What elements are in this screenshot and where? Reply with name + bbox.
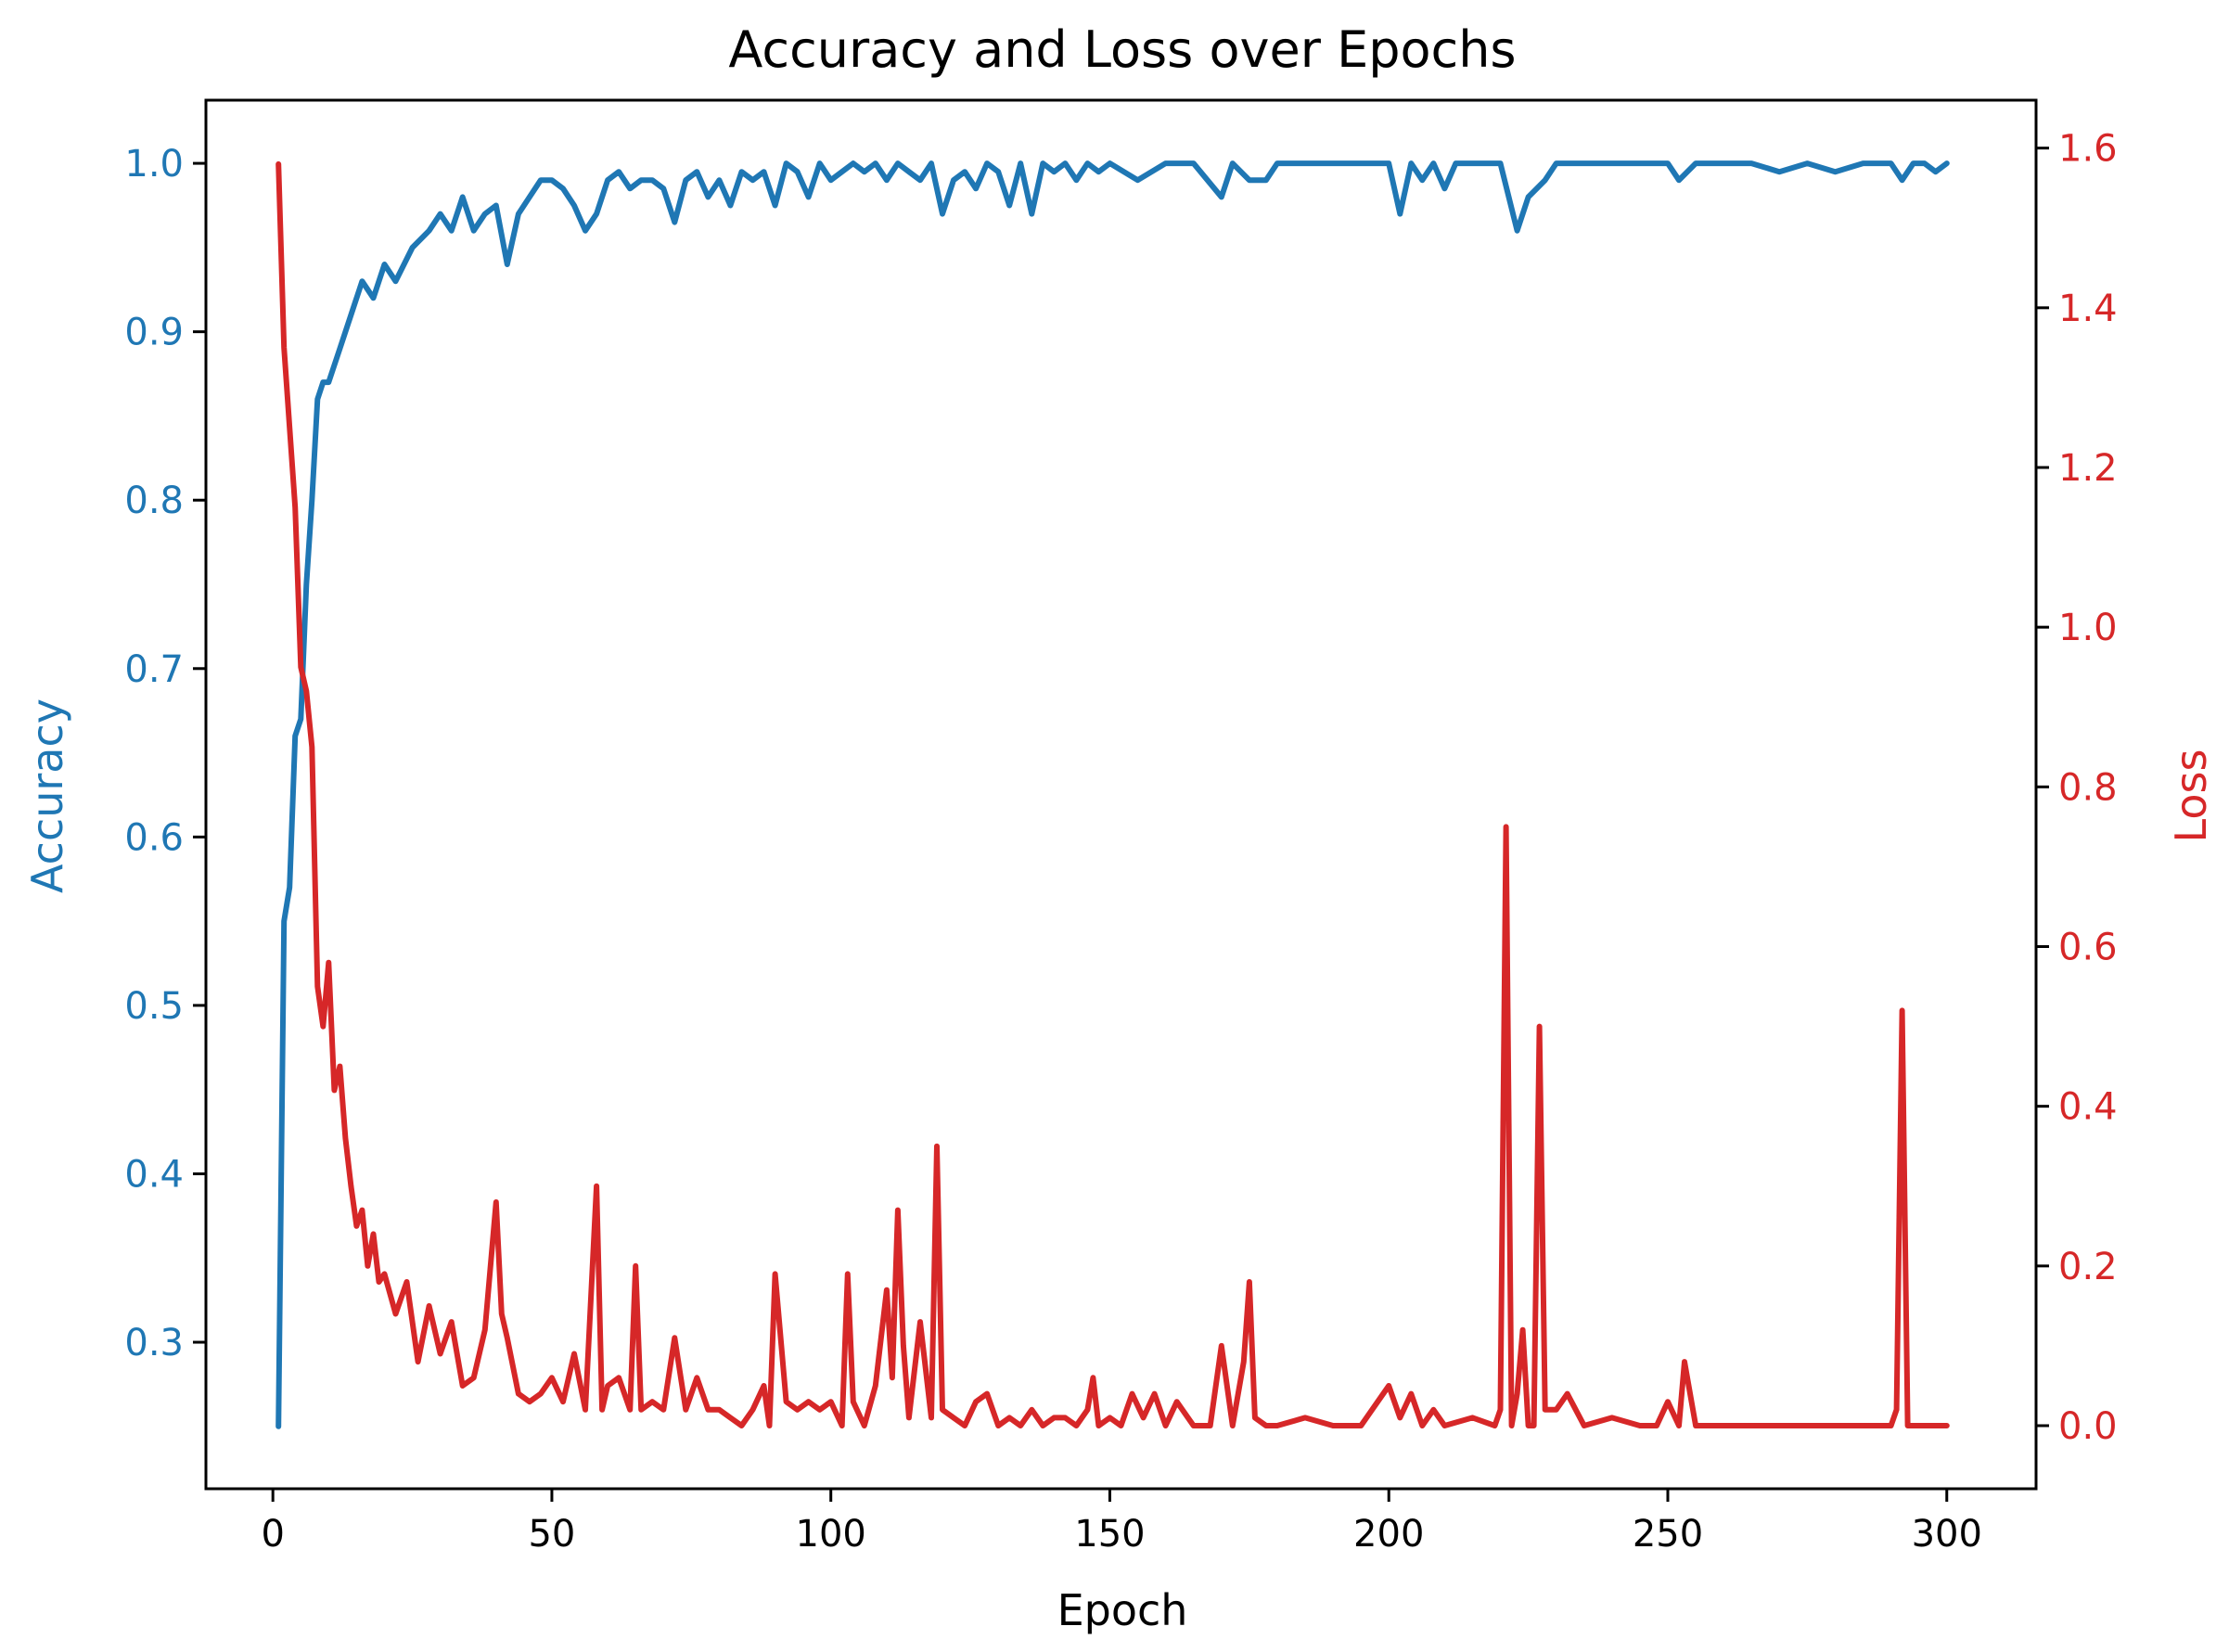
plot-frame [204, 98, 2038, 1491]
series-line-accuracy [275, 160, 1950, 1429]
y-left-axis-label: Accuracy [22, 698, 72, 893]
plot-area: 0 50 100 150 200 250 300 0.3 0.4 0.5 0.6 0.7 0.8 0.9 1… [124, 98, 2118, 1556]
y-left-tick-label: 0.3 [124, 1322, 184, 1364]
x-axis-label: Epoch [1057, 1585, 1188, 1635]
y-left-tick-label: 0.9 [124, 312, 184, 354]
y-right-tick-label: 1.0 [2058, 607, 2118, 649]
y-right-tick-label: 1.2 [2058, 447, 2118, 490]
x-tick-label: 300 [1912, 1513, 1982, 1556]
y-right-tick-label: 0.8 [2058, 766, 2118, 809]
x-tick-label: 150 [1074, 1513, 1145, 1556]
y-left-tick-label: 0.5 [124, 985, 184, 1028]
x-tick-label: 100 [796, 1513, 866, 1556]
y-right-tick-label: 1.6 [2058, 128, 2118, 171]
series-line-loss [275, 160, 1950, 1428]
x-tick-label: 250 [1633, 1513, 1703, 1556]
y-right-tick-label: 0.0 [2058, 1405, 2118, 1448]
y-right-tick-label: 1.4 [2058, 288, 2118, 330]
y-right-tick-label: 0.6 [2058, 926, 2118, 968]
y-right-axis-label: Loss [2166, 749, 2216, 843]
x-tick-label: 200 [1353, 1513, 1424, 1556]
y-right-tick-label: 0.2 [2058, 1246, 2118, 1288]
y-left-tick-label: 1.0 [124, 143, 184, 186]
y-left-tick-label: 0.6 [124, 816, 184, 859]
y-left-tick-label: 0.7 [124, 648, 184, 691]
x-tick-label: 0 [261, 1513, 284, 1556]
y-left-tick-label: 0.8 [124, 480, 184, 522]
chart-title: Accuracy and Loss over Epochs [728, 20, 1516, 79]
y-right-tick-label: 0.4 [2058, 1086, 2118, 1129]
y-left-tick-label: 0.4 [124, 1153, 184, 1196]
x-tick-label: 50 [528, 1513, 575, 1556]
